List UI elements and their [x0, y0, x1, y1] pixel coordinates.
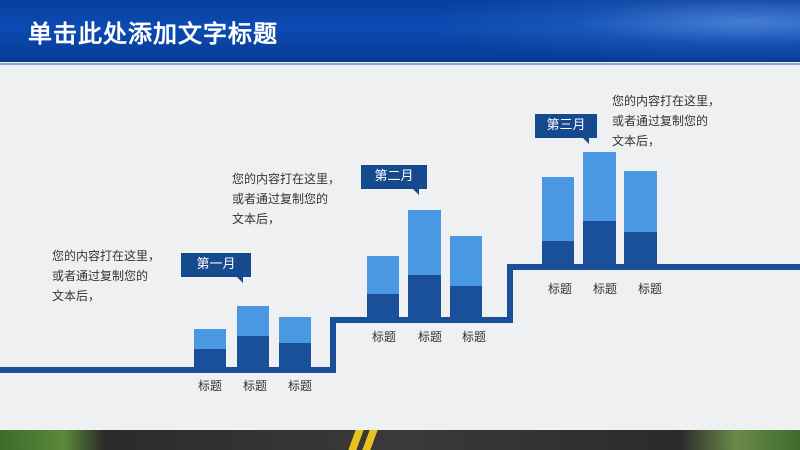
bar-label[interactable]: 标题: [197, 379, 222, 393]
bar: [237, 306, 269, 367]
bar-label[interactable]: 标题: [287, 379, 312, 393]
bar-top-segment: [279, 317, 311, 343]
bar-top-segment: [583, 152, 616, 221]
bar-top-segment: [367, 256, 399, 294]
bar-label[interactable]: 标题: [461, 330, 486, 344]
bar-label[interactable]: 标题: [371, 330, 396, 344]
bar: [450, 236, 482, 317]
lane-marking: [362, 430, 378, 450]
note-line: 或者通过复制您的: [232, 192, 329, 206]
month-tag-3[interactable]: 第三月: [535, 114, 597, 144]
bar-bottom-segment: [237, 336, 269, 367]
bar-top-segment: [624, 171, 657, 232]
bar-label[interactable]: 标题: [547, 282, 572, 296]
bar-top-segment: [194, 329, 226, 349]
note-line: 文本后，: [612, 134, 661, 148]
bar-bottom-segment: [450, 286, 482, 317]
bar-bottom-segment: [583, 221, 616, 264]
month-2-note[interactable]: 您的内容打在这里， 或者通过复制您的 文本后，: [232, 169, 340, 229]
bar: [542, 177, 574, 264]
bar-top-segment: [408, 210, 441, 275]
bar-label[interactable]: 标题: [417, 330, 442, 344]
header-divider: [0, 63, 800, 65]
title-bar-glow: [440, 0, 800, 62]
bar: [408, 210, 441, 317]
bar: [194, 329, 226, 367]
bar-top-segment: [542, 177, 574, 241]
lane-marking: [348, 430, 364, 450]
note-line: 或者通过复制您的: [612, 114, 709, 128]
month-1-note[interactable]: 您的内容打在这里， 或者通过复制您的 文本后，: [52, 246, 160, 306]
bar-bottom-segment: [408, 275, 441, 317]
bar-bottom-segment: [542, 241, 574, 264]
bar-bottom-segment: [194, 349, 226, 367]
bar: [583, 152, 616, 264]
note-line: 或者通过复制您的: [52, 269, 149, 283]
title-bar: 单击此处添加文字标题: [0, 0, 800, 62]
bar-label[interactable]: 标题: [637, 282, 662, 296]
bar-top-segment: [450, 236, 482, 286]
bar-top-segment: [237, 306, 269, 336]
bar-label[interactable]: 标题: [242, 379, 267, 393]
bar: [624, 171, 657, 264]
month-tag-2[interactable]: 第二月: [361, 165, 427, 195]
note-line: 文本后，: [52, 289, 101, 303]
month-tag-1[interactable]: 第一月: [181, 253, 251, 283]
road-image-strip: [0, 430, 800, 450]
note-line: 您的内容打在这里，: [232, 172, 341, 186]
slide-title[interactable]: 单击此处添加文字标题: [28, 20, 278, 48]
bar: [367, 256, 399, 317]
bar-bottom-segment: [624, 232, 657, 264]
note-line: 您的内容打在这里，: [612, 94, 721, 108]
month-3-note[interactable]: 您的内容打在这里， 或者通过复制您的 文本后，: [612, 91, 720, 151]
note-line: 您的内容打在这里，: [52, 249, 161, 263]
bar: [279, 317, 311, 367]
note-line: 文本后，: [232, 212, 281, 226]
bar-bottom-segment: [279, 343, 311, 367]
bar-bottom-segment: [367, 294, 399, 317]
bar-label[interactable]: 标题: [592, 282, 617, 296]
